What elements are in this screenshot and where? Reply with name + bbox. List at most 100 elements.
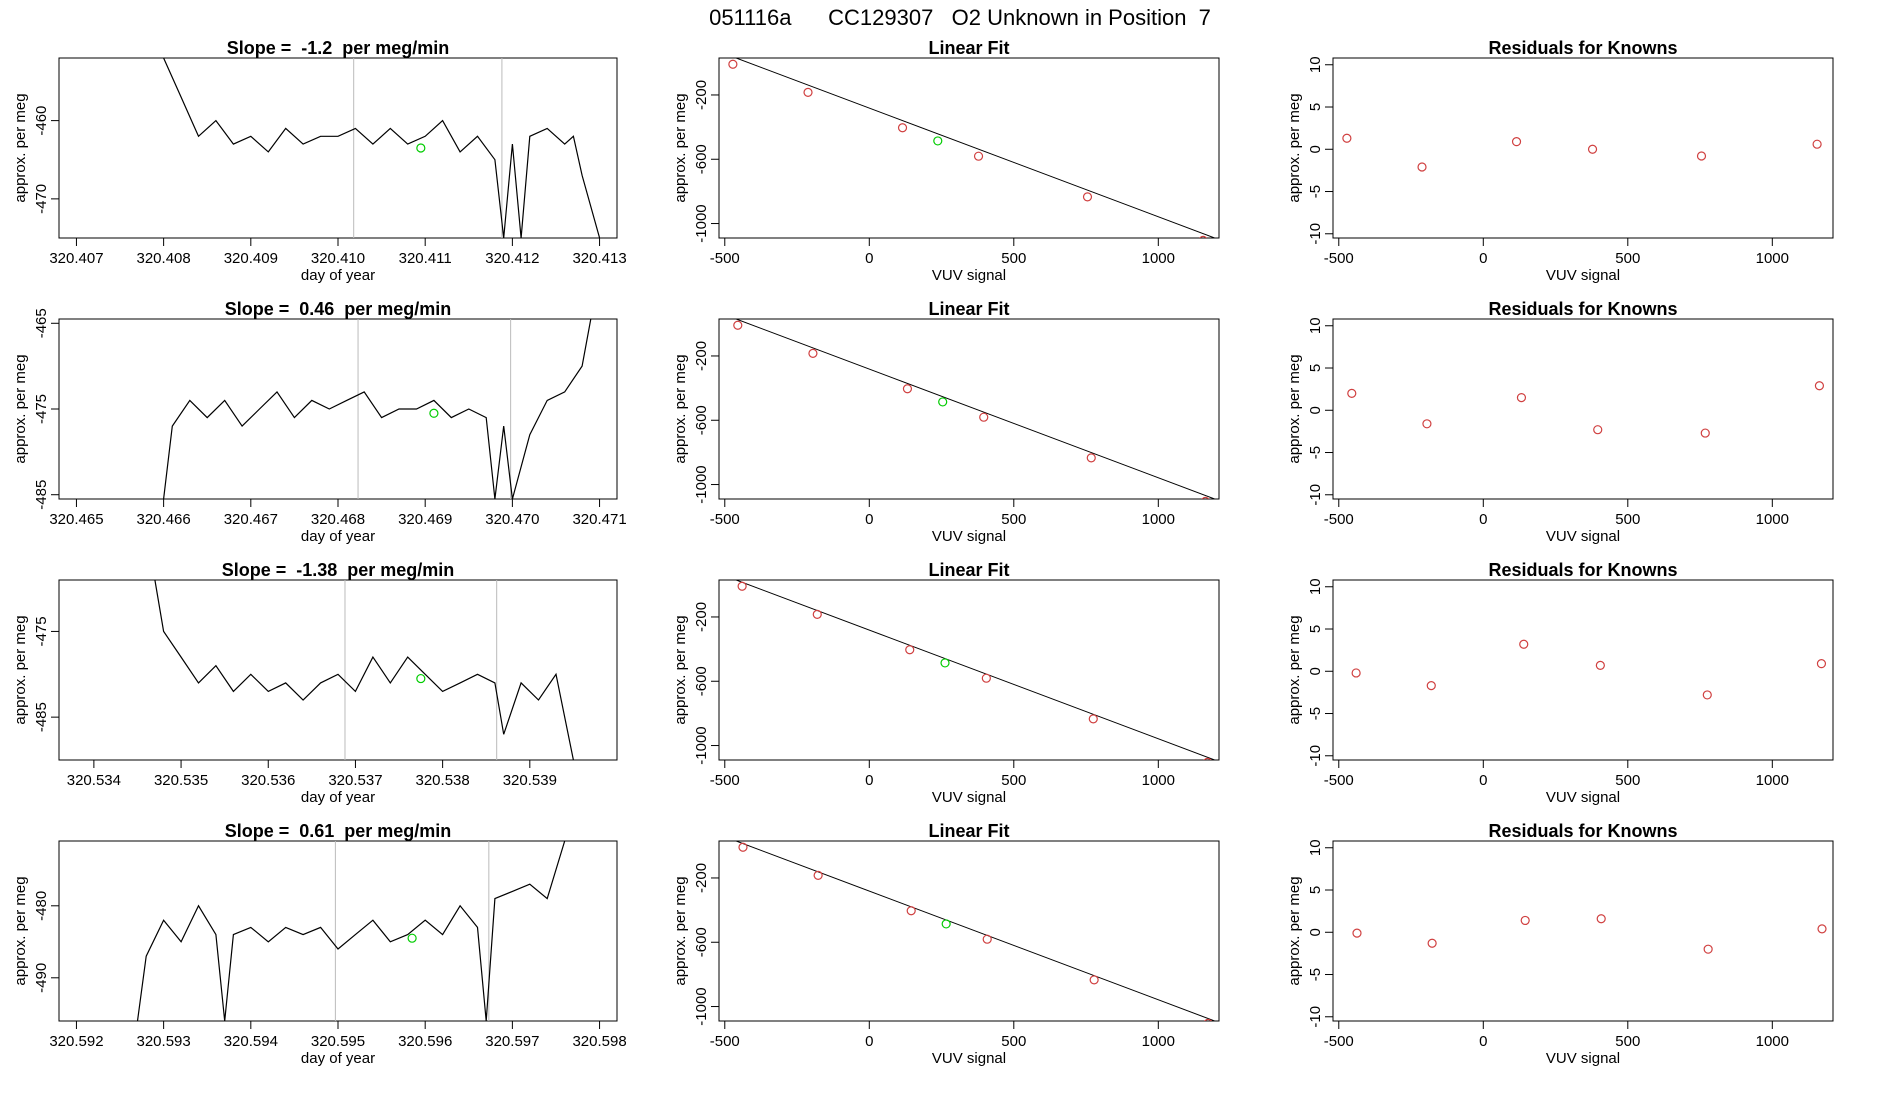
data-point (1342, 133, 1352, 143)
x-tick-label: 1000 (1756, 1033, 1789, 1050)
data-point (1089, 975, 1099, 985)
y-tick-label: 5 (1307, 625, 1324, 633)
data-point (738, 842, 748, 852)
chart-title: Slope = -1.2 per meg/min (227, 38, 450, 58)
data-point (1351, 668, 1361, 678)
chart-panel-1: Slope = -1.2 per meg/min 320.407 320.408 32… (12, 38, 627, 284)
y-tick-label: -460 (33, 106, 50, 136)
unknown-point (429, 408, 439, 418)
x-tick-label: 0 (1479, 772, 1487, 789)
plot-area (734, 841, 1217, 1021)
x-tick-label: 500 (1001, 772, 1026, 789)
plot-frame (718, 840, 1220, 1022)
plot-frame (58, 579, 618, 761)
x-tick-label: 320.411 (399, 250, 452, 267)
plot-area (163, 319, 592, 499)
x-tick-label: 320.598 (572, 1033, 626, 1050)
unknown-point (416, 673, 426, 684)
unknown-point (941, 919, 951, 929)
chart-panel-4: Slope = 0.46 per meg/min 320.465 320.466 32… (12, 299, 627, 545)
x-axis-label: VUV signal (932, 789, 1006, 806)
x-tick-label: -500 (1324, 1033, 1354, 1050)
y-tick-label: -10 (1307, 223, 1324, 245)
unknown-point (933, 136, 943, 146)
series-line (154, 580, 574, 760)
y-axis-label: approx. per meg (672, 615, 689, 724)
x-tick-label: 320.535 (154, 772, 208, 789)
data-point (982, 934, 992, 944)
data-point (1086, 453, 1096, 463)
y-axis-label: approx. per meg (1286, 93, 1303, 202)
y-axis-label: approx. per meg (1286, 615, 1303, 724)
data-point (1595, 660, 1605, 670)
data-point (1088, 714, 1098, 724)
chart-panel-2: Linear Fit -500 0 500 1000 VUV signal -200 -600… (672, 38, 1220, 284)
data-point (1516, 392, 1527, 403)
x-tick-label: 1000 (1756, 250, 1789, 267)
y-axis-label: approx. per meg (672, 354, 689, 463)
x-tick-label: 320.413 (572, 250, 626, 267)
y-tick-label: -5 (1307, 968, 1324, 981)
data-point (728, 59, 738, 69)
fit-line (734, 841, 1217, 1021)
chart-panel-10: Slope = 0.61 per meg/min 320.592 320.593 32… (12, 821, 627, 1067)
x-tick-label: 1000 (1756, 772, 1789, 789)
x-tick-label: 320.468 (311, 511, 365, 528)
chart-panel-6: Residuals for Knowns -500 0 500 1000 VUV sign… (1286, 299, 1834, 545)
data-point (1082, 192, 1093, 202)
data-point (813, 870, 823, 880)
y-tick-label: -10 (1307, 1006, 1324, 1028)
plot-area (734, 580, 1217, 760)
y-tick-label: 0 (1307, 145, 1324, 153)
page-title: 051116a CC129307 O2 Unknown in Position … (709, 5, 1211, 30)
chart-panel-9: Residuals for Knowns -500 0 500 1000 VUV sign… (1286, 560, 1834, 806)
chart-title: Slope = -1.38 per meg/min (222, 560, 455, 580)
x-tick-label: 320.471 (572, 511, 626, 528)
y-tick-label: -485 (33, 480, 50, 510)
chart-title: Residuals for Knowns (1488, 38, 1677, 58)
x-tick-label: -500 (710, 1033, 740, 1050)
series-line (163, 319, 592, 499)
x-tick-label: 320.538 (416, 772, 470, 789)
y-axis-label: approx. per meg (12, 354, 29, 463)
x-tick-label: 320.539 (503, 772, 557, 789)
data-point (1700, 428, 1710, 438)
y-tick-label: -1000 (693, 204, 710, 242)
x-axis-label: VUV signal (932, 1050, 1006, 1067)
x-tick-label: 1000 (1142, 1033, 1175, 1050)
y-tick-label: 5 (1307, 364, 1324, 372)
plot-area (136, 841, 566, 1021)
data-point (1203, 757, 1212, 760)
x-tick-label: 500 (1615, 250, 1640, 267)
plot-frame (718, 579, 1220, 761)
data-point (733, 320, 743, 330)
chart-title: Slope = 0.61 per meg/min (225, 821, 452, 841)
x-tick-label: 320.592 (49, 1033, 103, 1050)
y-tick-label: -200 (693, 602, 710, 632)
x-tick-label: 320.534 (67, 772, 121, 789)
chart-title: Residuals for Knowns (1488, 299, 1677, 319)
x-tick-label: 320.412 (485, 250, 539, 267)
x-axis-label: VUV signal (932, 528, 1006, 545)
x-axis-label: VUV signal (932, 267, 1006, 284)
x-tick-label: 320.470 (485, 511, 539, 528)
y-axis-label: approx. per meg (12, 876, 29, 985)
y-tick-label: -200 (693, 341, 710, 371)
x-tick-label: 1000 (1142, 511, 1175, 528)
x-axis-label: VUV signal (1546, 1050, 1620, 1067)
x-tick-label: -500 (710, 250, 740, 267)
chart-panel-11: Linear Fit -500 0 500 1000 VUV signal -200 -600… (672, 821, 1220, 1067)
x-tick-label: 500 (1001, 511, 1026, 528)
x-tick-label: 0 (865, 511, 873, 528)
plot-area (1352, 914, 1827, 954)
x-tick-label: 320.537 (328, 772, 382, 789)
y-tick-label: -475 (33, 616, 50, 646)
y-tick-label: 10 (1307, 578, 1324, 595)
y-tick-label: -200 (693, 80, 710, 110)
data-point (1702, 690, 1712, 700)
x-tick-label: 1000 (1142, 250, 1175, 267)
x-tick-label: 0 (1479, 250, 1487, 267)
unknown-point (938, 397, 948, 407)
x-tick-label: 0 (1479, 511, 1487, 528)
y-tick-label: 10 (1307, 56, 1324, 73)
